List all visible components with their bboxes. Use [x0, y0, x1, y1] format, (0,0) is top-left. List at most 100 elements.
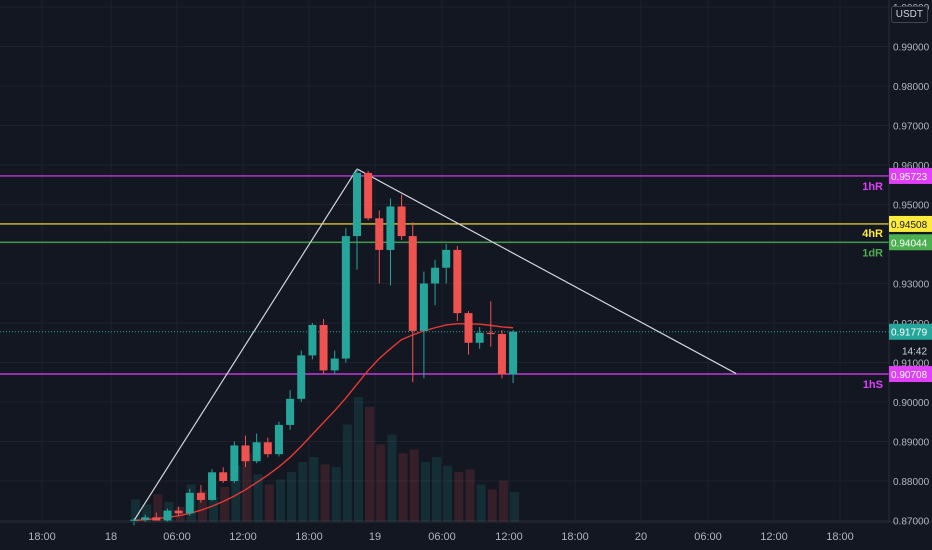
candle-body — [386, 206, 395, 250]
volume-bar — [476, 484, 486, 522]
volume-bar — [365, 407, 375, 522]
volume-bar — [342, 424, 352, 522]
price-tick-label: 0.90000 — [893, 398, 930, 409]
currency-badge[interactable]: USDT — [890, 6, 928, 23]
trendlines[interactable] — [133, 168, 737, 521]
time-tick-label: 12:00 — [495, 531, 523, 543]
price-tick-label: 0.95000 — [893, 201, 930, 212]
candle-body — [419, 283, 428, 331]
volume-bar — [409, 449, 419, 522]
volume-bar — [320, 464, 330, 522]
current-price-tag — [889, 323, 932, 340]
time-axis[interactable]: 18:00 18 06:00 12:00 18:00 19 06:00 12:00 18:00 2… — [28, 531, 854, 543]
candle-body — [286, 398, 295, 425]
price-tick-label: 0.88000 — [893, 477, 930, 488]
time-tick-label: 06:00 — [163, 531, 191, 543]
trendline — [133, 168, 358, 521]
volume-bar — [420, 462, 430, 522]
candle-body — [509, 331, 518, 375]
volume-bar — [131, 499, 140, 522]
candle-body — [486, 332, 495, 335]
price-tick-label: 0.96000 — [893, 161, 930, 172]
volume-bar — [287, 472, 297, 522]
candle-body — [497, 334, 506, 375]
level-labels: 0.95723 1hR 0.94508 4hR 0.94044 1dR 0.90708 1hS… — [862, 167, 932, 391]
volume-bar — [275, 479, 285, 522]
price-tick-label: 0.99000 — [893, 43, 930, 54]
volume-bar — [264, 484, 274, 522]
time-tick-label: 18:00 — [561, 531, 589, 543]
candle-body — [185, 492, 194, 514]
time-tick-label: 06:00 — [428, 531, 456, 543]
volume-bar — [487, 489, 497, 522]
candle-body — [208, 472, 217, 500]
candle-body — [464, 313, 473, 343]
price-tick-label: 0.89000 — [893, 438, 930, 449]
level-price-tag — [889, 215, 932, 232]
current-price-label: 0.91779 — [891, 328, 928, 339]
volume-bar — [510, 492, 520, 522]
horizontal-levels[interactable] — [0, 175, 889, 375]
time-tick-label: 06:00 — [694, 531, 722, 543]
level-price-label: 0.94508 — [891, 220, 928, 231]
level-price-tag — [889, 234, 932, 251]
price-tick-label: 0.98000 — [893, 82, 930, 93]
candle-body — [442, 249, 451, 268]
volume-bar — [465, 469, 475, 522]
candle-body — [308, 324, 317, 356]
candle-body — [397, 206, 406, 237]
candle-body — [230, 445, 239, 481]
level-name-label: 1hS — [863, 379, 883, 391]
volume-bar — [309, 457, 319, 522]
candle-body — [330, 358, 339, 371]
candle-body — [297, 355, 306, 399]
candle-body — [152, 517, 161, 521]
ma-line — [133, 323, 514, 522]
candle-body — [375, 218, 384, 250]
time-tick-label: 18:00 — [826, 531, 854, 543]
level-name-label: 4hR — [862, 228, 883, 240]
time-tick-label: 12:00 — [760, 531, 788, 543]
grid-lines — [0, 0, 889, 522]
price-tick-label: 0.97000 — [893, 122, 930, 133]
level-price-label: 0.95723 — [891, 172, 928, 183]
volume-bar — [432, 457, 442, 522]
time-tick-label: 20 — [635, 531, 647, 543]
price-tick-label: 0.93000 — [893, 280, 930, 291]
volume-bar — [454, 472, 464, 522]
volume-bar — [197, 490, 207, 522]
price-tick-label: 0.91000 — [893, 359, 930, 370]
volume-bar — [253, 474, 263, 522]
time-tick-label: 18:00 — [28, 531, 56, 543]
volume-bar — [242, 453, 252, 522]
volume-bar — [498, 480, 508, 522]
candle-body — [353, 172, 361, 237]
candle-body — [431, 267, 440, 284]
volume-bar — [209, 497, 219, 522]
volume-bar — [398, 453, 408, 522]
volume-bar — [220, 487, 230, 522]
time-tick-label: 18 — [105, 531, 117, 543]
trendline — [356, 168, 737, 375]
volume-bar — [331, 467, 341, 522]
candle-body — [174, 510, 183, 514]
candle-body — [319, 324, 328, 371]
volume-bar — [443, 465, 453, 522]
level-name-label: 1dR — [862, 247, 883, 259]
candle-body — [475, 332, 484, 343]
candle-body — [408, 236, 417, 331]
countdown-label: 14:42 — [902, 347, 927, 358]
candles[interactable] — [130, 168, 518, 526]
time-tick-label: 19 — [369, 531, 381, 543]
candle-body — [141, 517, 150, 520]
time-tick-label: 18:00 — [295, 531, 323, 543]
price-tick-label: 0.87000 — [893, 517, 930, 528]
volume-bar — [153, 494, 163, 522]
level-name-label: 1hR — [862, 181, 883, 193]
volume-bar — [354, 397, 363, 522]
candle-body — [196, 492, 205, 500]
candle-body — [263, 442, 272, 455]
countdown-tag — [897, 342, 932, 359]
